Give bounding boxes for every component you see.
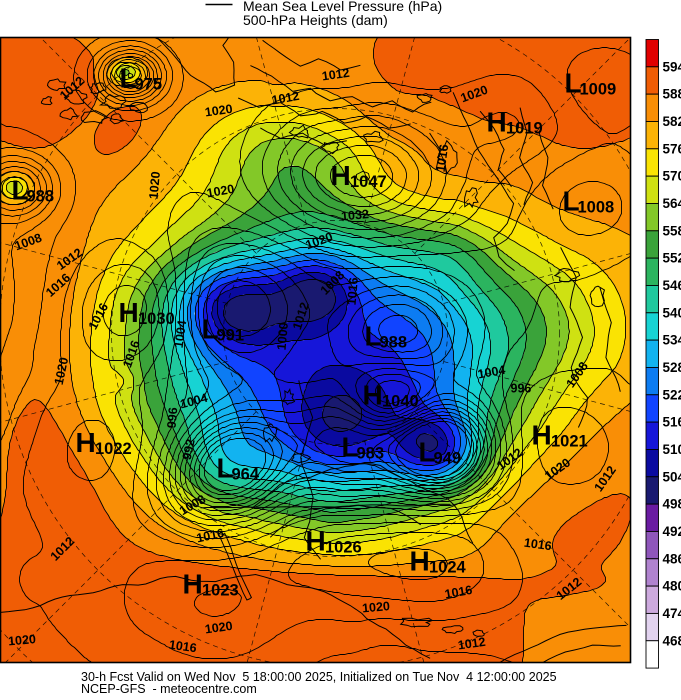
svg-text:L: L bbox=[12, 175, 29, 206]
svg-text:964: 964 bbox=[232, 466, 260, 484]
svg-text:468: 468 bbox=[663, 633, 681, 648]
svg-text:498: 498 bbox=[663, 497, 681, 512]
svg-text:500-hPa Heights (dam): 500-hPa Heights (dam) bbox=[243, 12, 388, 28]
svg-text:L: L bbox=[565, 68, 582, 99]
svg-text:534: 534 bbox=[663, 333, 681, 348]
svg-text:L: L bbox=[365, 321, 382, 352]
svg-text:1020: 1020 bbox=[362, 599, 391, 615]
svg-text:1030: 1030 bbox=[138, 310, 175, 328]
svg-text:1016: 1016 bbox=[195, 526, 225, 545]
svg-text:L: L bbox=[217, 453, 234, 484]
svg-text:564: 564 bbox=[663, 196, 681, 211]
svg-text:1009: 1009 bbox=[580, 81, 617, 99]
svg-text:582: 582 bbox=[663, 114, 681, 129]
svg-text:492: 492 bbox=[663, 524, 681, 539]
svg-text:949: 949 bbox=[434, 450, 462, 468]
svg-text:1008: 1008 bbox=[578, 199, 615, 217]
svg-text:H: H bbox=[363, 380, 383, 411]
svg-text:474: 474 bbox=[663, 606, 681, 621]
svg-text:H: H bbox=[410, 546, 430, 577]
svg-text:528: 528 bbox=[663, 360, 681, 375]
svg-text:1016: 1016 bbox=[345, 277, 361, 306]
svg-text:1012: 1012 bbox=[321, 66, 351, 84]
svg-text:Mean Sea Level Pressure (hPa): Mean Sea Level Pressure (hPa) bbox=[243, 0, 442, 14]
svg-text:1004: 1004 bbox=[179, 391, 210, 412]
svg-text:510: 510 bbox=[663, 442, 681, 457]
svg-text:1016: 1016 bbox=[523, 536, 553, 554]
svg-text:1020: 1020 bbox=[8, 632, 37, 648]
svg-text:996: 996 bbox=[511, 382, 532, 396]
svg-text:975: 975 bbox=[135, 76, 163, 94]
svg-text:983: 983 bbox=[357, 445, 385, 463]
svg-text:1032: 1032 bbox=[341, 207, 370, 223]
svg-text:594: 594 bbox=[663, 59, 681, 74]
svg-text:H: H bbox=[306, 526, 326, 557]
svg-text:1012: 1012 bbox=[271, 89, 301, 108]
svg-text:NCEP-GFS - meteocentre.com: NCEP-GFS - meteocentre.com bbox=[81, 682, 257, 696]
svg-text:L: L bbox=[120, 63, 137, 94]
svg-text:516: 516 bbox=[663, 415, 681, 430]
svg-text:1024: 1024 bbox=[429, 559, 467, 577]
svg-text:1016: 1016 bbox=[444, 583, 474, 602]
svg-text:L: L bbox=[419, 437, 436, 468]
svg-text:540: 540 bbox=[663, 305, 681, 320]
svg-text:1022: 1022 bbox=[95, 440, 132, 458]
svg-text:H: H bbox=[183, 569, 203, 600]
svg-text:1000: 1000 bbox=[275, 322, 291, 351]
svg-text:H: H bbox=[532, 420, 552, 451]
svg-text:1012: 1012 bbox=[457, 635, 487, 653]
svg-text:1004: 1004 bbox=[477, 363, 507, 382]
svg-text:1020: 1020 bbox=[204, 619, 234, 637]
svg-text:1020: 1020 bbox=[204, 102, 234, 120]
svg-text:H: H bbox=[487, 107, 507, 138]
svg-text:1026: 1026 bbox=[325, 539, 362, 557]
svg-text:486: 486 bbox=[663, 551, 681, 566]
svg-text:L: L bbox=[563, 186, 580, 217]
svg-text:988: 988 bbox=[27, 188, 55, 206]
svg-text:1047: 1047 bbox=[350, 173, 387, 191]
svg-text:992: 992 bbox=[180, 438, 198, 461]
svg-text:576: 576 bbox=[663, 141, 681, 156]
svg-text:30-h Fcst Valid on Wed Nov 5: 30-h Fcst Valid on Wed Nov 5 18:00:00 20… bbox=[81, 670, 557, 684]
svg-text:1019: 1019 bbox=[506, 120, 543, 138]
svg-text:1040: 1040 bbox=[382, 393, 419, 411]
svg-text:1021: 1021 bbox=[551, 433, 588, 451]
svg-text:1023: 1023 bbox=[202, 582, 239, 600]
svg-text:552: 552 bbox=[663, 251, 681, 266]
svg-text:546: 546 bbox=[663, 278, 681, 293]
svg-text:1016: 1016 bbox=[168, 638, 198, 656]
svg-text:L: L bbox=[202, 314, 219, 345]
svg-text:504: 504 bbox=[663, 469, 681, 484]
svg-text:570: 570 bbox=[663, 169, 681, 184]
svg-text:1020: 1020 bbox=[206, 182, 236, 201]
svg-text:588: 588 bbox=[663, 87, 681, 102]
svg-text:988: 988 bbox=[380, 334, 408, 352]
svg-text:1004: 1004 bbox=[172, 319, 190, 349]
svg-text:558: 558 bbox=[663, 223, 681, 238]
svg-text:L: L bbox=[342, 432, 359, 463]
svg-text:H: H bbox=[76, 427, 96, 458]
svg-text:1020: 1020 bbox=[147, 171, 163, 200]
svg-text:480: 480 bbox=[663, 579, 681, 594]
svg-text:522: 522 bbox=[663, 387, 681, 402]
svg-text:H: H bbox=[119, 297, 139, 328]
svg-text:1016: 1016 bbox=[434, 143, 452, 173]
svg-text:1020: 1020 bbox=[52, 356, 71, 386]
svg-text:996: 996 bbox=[165, 407, 181, 429]
svg-text:991: 991 bbox=[217, 327, 245, 345]
svg-text:H: H bbox=[331, 160, 351, 191]
